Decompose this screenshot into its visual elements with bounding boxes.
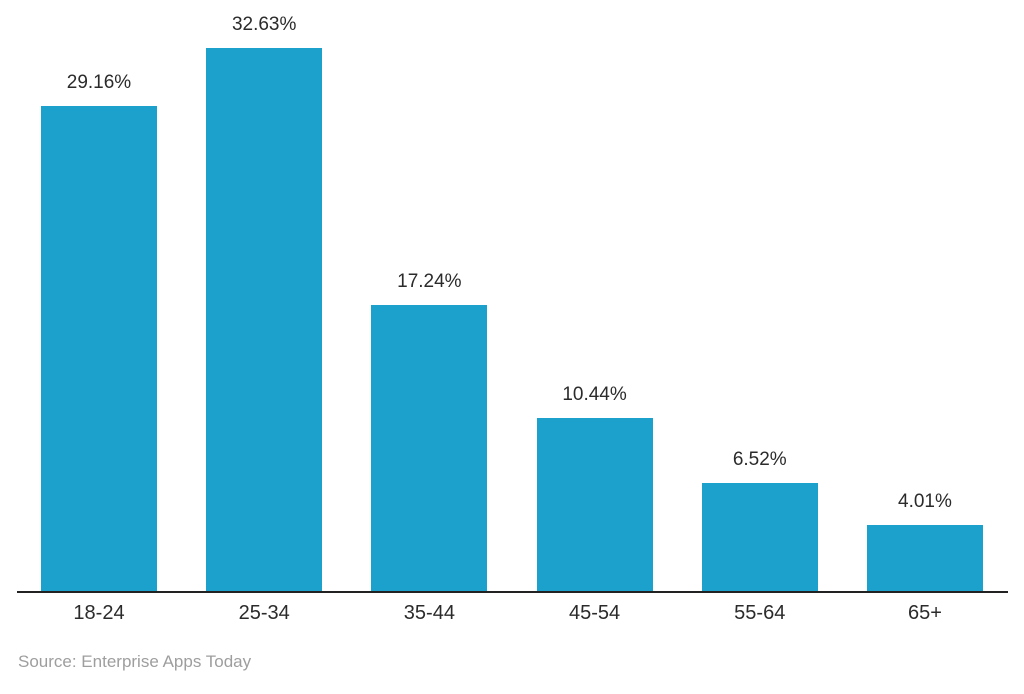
bar (536, 418, 653, 592)
category-label: 55-64 (734, 602, 786, 624)
bar (701, 483, 818, 592)
category-label: 25-34 (238, 602, 290, 624)
bar-value-label: 6.52% (732, 449, 787, 470)
bar-column: 4.01% 65+ (866, 0, 983, 694)
bar-column: 17.24% 35-44 (371, 0, 488, 694)
bar-column: 6.52% 55-64 (701, 0, 818, 694)
bar (866, 525, 983, 592)
bar-column: 29.16% 18-24 (41, 0, 157, 694)
bar-value-label: 32.63% (231, 14, 297, 35)
x-axis-line (17, 591, 1008, 593)
plot-area: 29.16% 18-24 32.63% 25-34 17.24% 35-44 10.44% 4… (41, 0, 983, 694)
bar-value-label: 10.44% (562, 384, 627, 405)
bar-value-label: 17.24% (397, 271, 462, 292)
bar (41, 106, 157, 592)
category-label: 45-54 (568, 602, 621, 624)
bar (371, 305, 488, 592)
category-label: 65+ (907, 602, 942, 624)
bar (206, 48, 323, 592)
bar-value-label: 4.01% (898, 491, 952, 512)
bar-value-label: 29.16% (66, 72, 132, 93)
source-note: Source: Enterprise Apps Today (18, 652, 252, 671)
bar-column: 32.63% 25-34 (206, 0, 323, 694)
category-label: 18-24 (73, 602, 125, 624)
category-label: 35-44 (403, 602, 455, 624)
bar-column: 10.44% 45-54 (536, 0, 653, 694)
